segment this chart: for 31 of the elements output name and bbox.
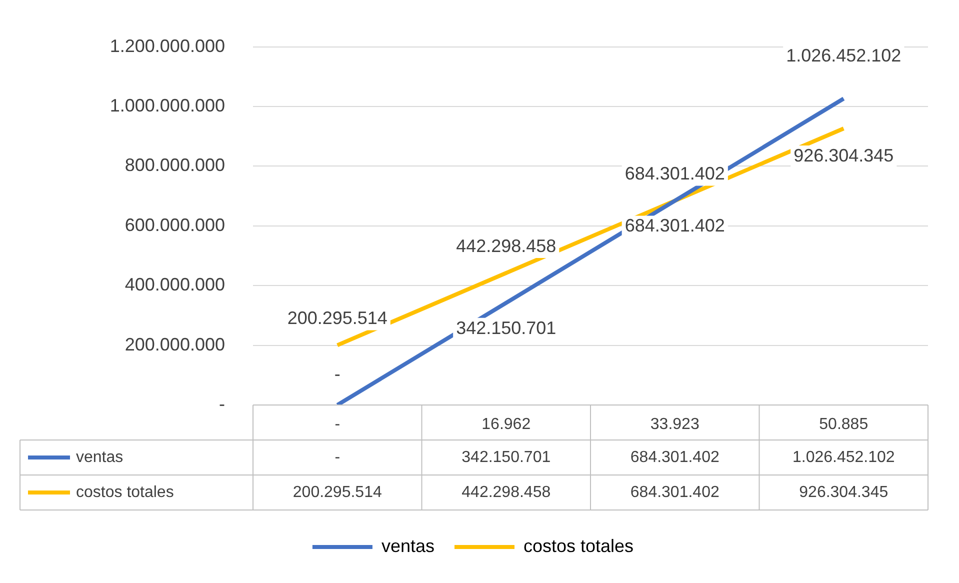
y-tick-label: -: [219, 394, 225, 414]
data-label: 1.026.452.102: [792, 448, 895, 466]
data-label: 342.150.701: [462, 448, 551, 466]
text: ventas: [76, 448, 124, 466]
data-label: 200.295.514: [292, 484, 382, 501]
y-tick-label: 800.000.000: [124, 155, 225, 176]
y-tick-label: 1.200.000.000: [110, 36, 225, 56]
text: 200.295.514: [287, 308, 388, 328]
text: 684.301.402: [624, 164, 725, 184]
text: 442.298.458: [456, 236, 556, 256]
text: -: [334, 364, 340, 384]
text: 1.026.452.102: [786, 46, 902, 66]
text: 342.150.701: [456, 318, 556, 338]
data-label: 684.301.402: [630, 484, 720, 501]
data-label: 684.301.402: [630, 448, 720, 466]
legend-label: costos totales: [523, 536, 634, 556]
y-tick-label: 400.000.000: [124, 274, 225, 295]
text: costos totales: [76, 484, 174, 501]
text: 684.301.402: [624, 216, 725, 236]
y-tick-label: 600.000.000: [124, 214, 225, 235]
y-tick-label: 1.000.000.000: [110, 95, 225, 116]
y-tick-label: 200.000.000: [124, 334, 225, 354]
data-label: 926.304.345: [799, 484, 888, 501]
data-label: 442.298.458: [462, 484, 551, 501]
x-tick-label: 50.885: [819, 416, 868, 434]
x-tick-label: -: [334, 416, 340, 434]
x-tick-label: 33.923: [650, 416, 700, 434]
text: 926.304.345: [794, 145, 894, 166]
x-tick-label: 16.962: [482, 416, 531, 434]
data-label: -: [334, 448, 340, 466]
legend-label: ventas: [381, 536, 434, 556]
